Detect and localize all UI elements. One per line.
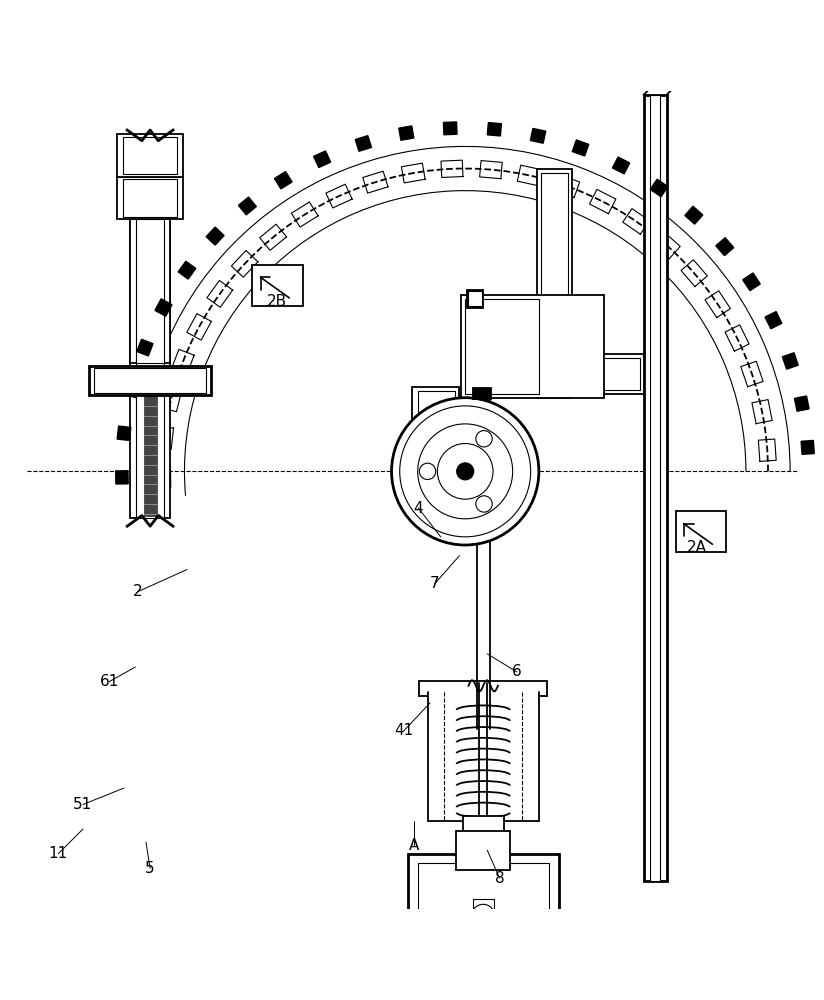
- Polygon shape: [117, 426, 131, 440]
- Bar: [408, 854, 559, 981]
- Circle shape: [472, 904, 494, 927]
- Text: 61: 61: [100, 674, 119, 689]
- Polygon shape: [155, 299, 172, 316]
- Bar: [130, 219, 170, 363]
- Polygon shape: [137, 339, 153, 356]
- Text: 6: 6: [512, 664, 522, 679]
- Bar: [574, 358, 639, 390]
- Bar: [471, 417, 496, 445]
- Bar: [127, 389, 173, 393]
- Polygon shape: [801, 440, 814, 454]
- Bar: [456, 831, 510, 870]
- Text: 2A: 2A: [687, 540, 707, 555]
- Bar: [89, 366, 212, 395]
- Polygon shape: [742, 273, 761, 291]
- Polygon shape: [124, 382, 139, 398]
- Polygon shape: [573, 140, 588, 156]
- Polygon shape: [314, 151, 330, 168]
- Text: 4: 4: [414, 501, 424, 516]
- Bar: [461, 295, 604, 398]
- Polygon shape: [487, 123, 502, 136]
- Bar: [650, 95, 660, 881]
- Bar: [416, 474, 461, 508]
- Polygon shape: [399, 126, 414, 140]
- Polygon shape: [355, 136, 372, 151]
- Polygon shape: [794, 396, 809, 411]
- Circle shape: [438, 444, 493, 499]
- Circle shape: [475, 496, 492, 512]
- Polygon shape: [206, 227, 224, 245]
- Polygon shape: [443, 122, 457, 135]
- Bar: [143, 394, 157, 516]
- Bar: [418, 863, 549, 973]
- Bar: [117, 177, 183, 219]
- Bar: [123, 137, 177, 174]
- Circle shape: [457, 463, 473, 480]
- Bar: [130, 138, 170, 518]
- Circle shape: [418, 424, 513, 519]
- Bar: [123, 179, 177, 217]
- Polygon shape: [765, 312, 782, 329]
- Bar: [412, 387, 460, 451]
- Polygon shape: [238, 197, 256, 215]
- Bar: [466, 414, 501, 448]
- Bar: [117, 134, 183, 177]
- Text: A: A: [410, 838, 419, 853]
- Text: 8: 8: [494, 871, 504, 886]
- Text: 7: 7: [430, 576, 440, 591]
- Bar: [95, 368, 206, 393]
- Bar: [469, 291, 481, 306]
- Bar: [136, 138, 164, 518]
- Bar: [466, 299, 539, 394]
- Polygon shape: [783, 353, 798, 369]
- Bar: [644, 95, 667, 881]
- Bar: [463, 816, 503, 834]
- Bar: [136, 219, 164, 363]
- Circle shape: [478, 911, 488, 921]
- Polygon shape: [178, 261, 196, 279]
- Bar: [541, 173, 568, 394]
- Polygon shape: [716, 238, 733, 256]
- Bar: [467, 290, 483, 308]
- Bar: [473, 899, 494, 969]
- Bar: [676, 511, 726, 552]
- Polygon shape: [612, 157, 630, 174]
- Circle shape: [400, 406, 531, 537]
- Bar: [421, 478, 457, 504]
- Circle shape: [419, 463, 436, 480]
- Polygon shape: [274, 172, 292, 189]
- Text: 51: 51: [73, 797, 92, 812]
- Polygon shape: [531, 128, 545, 143]
- Text: 2B: 2B: [267, 294, 287, 309]
- Bar: [252, 265, 303, 306]
- Bar: [418, 391, 455, 447]
- Circle shape: [391, 398, 539, 545]
- Bar: [570, 354, 644, 394]
- Text: 41: 41: [394, 723, 414, 738]
- Text: 5: 5: [145, 861, 155, 876]
- Bar: [537, 169, 572, 398]
- Text: 11: 11: [49, 846, 68, 861]
- Bar: [473, 388, 491, 399]
- Polygon shape: [650, 179, 668, 197]
- Text: 2: 2: [133, 584, 143, 599]
- Polygon shape: [685, 206, 703, 224]
- Circle shape: [475, 431, 492, 447]
- Polygon shape: [115, 471, 129, 484]
